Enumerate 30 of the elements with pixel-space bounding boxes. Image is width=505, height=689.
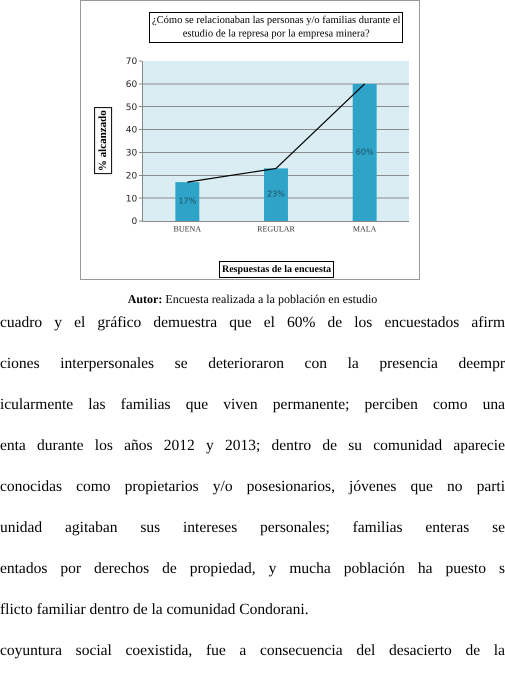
x-tick-label: MALA — [352, 224, 377, 234]
bar — [352, 84, 377, 221]
data-label: 60% — [356, 147, 374, 156]
bar — [264, 168, 288, 221]
y-tick-label: 20 — [126, 171, 138, 182]
y-tick-label: 40 — [126, 126, 138, 136]
y-axis-title: % alcanzado — [97, 110, 110, 172]
text: cuadro y el gráfico demuestra que el 60% de los encuestados afirm — [0, 314, 505, 333]
bar — [175, 182, 200, 221]
text: enta durante los años 2012 y 2013; dentro de su comunidad aparecie — [0, 437, 505, 456]
data-label: 17% — [178, 196, 197, 206]
text: unidad agitaban sus intereses personales; familias enteras se — [0, 519, 505, 538]
text: entados por derechos de propiedad, y mucha población ha puesto s — [0, 560, 505, 579]
y-tick-label: 30 — [126, 148, 138, 159]
y-tick-label: 50 — [126, 102, 138, 113]
x-axis-title: Respuestas de la encuesta — [222, 264, 332, 275]
y-tick-label: 60 — [126, 80, 138, 90]
text: conocidas como propietarios y/o posesionarios, jóvenes que no parti — [0, 478, 505, 497]
text: ciones interpersonales se deterioraron con la presencia deempr — [0, 355, 505, 374]
text: coyuntura social coexistida, fue a consecuencia del desacierto de la — [0, 642, 505, 661]
y-tick-label: 0 — [131, 217, 138, 228]
text: flicto familiar dentro de la comunidad Condorani. — [0, 601, 310, 620]
y-tick-label: 10 — [126, 194, 138, 204]
y-tick-label: 70 — [126, 57, 138, 68]
x-tick-label: BUENA — [174, 224, 202, 234]
x-tick-label: REGULAR — [257, 224, 296, 234]
data-label: 23% — [267, 190, 286, 199]
text: icularmente las familias que viven permanente; perciben como una — [0, 396, 505, 415]
chart-title: ¿Cómo se relacionaban las personas y/o familias durante el estudio de la represa por la empresa minera? — [152, 15, 400, 40]
text: Autor: Encuesta realizada a la población en estudio — [128, 292, 378, 306]
